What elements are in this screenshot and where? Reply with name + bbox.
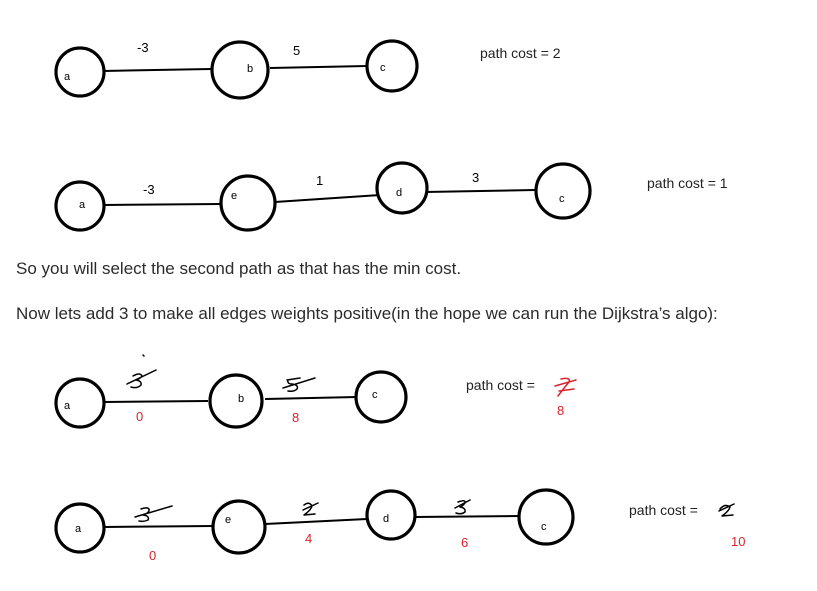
crossed-cost-scribble [554, 377, 577, 397]
new-weight-d-c: 6 [461, 535, 468, 550]
new-weight-e-d: 4 [305, 531, 312, 546]
explanation-line-2: Now lets add 3 to make all edges weights… [16, 304, 718, 323]
edge-a-b [102, 68, 212, 72]
node-c [354, 370, 408, 424]
node-b-label: b [247, 63, 253, 75]
weight-b-c: 5 [293, 43, 300, 58]
path-cost-3: path cost = [466, 377, 535, 393]
new-weight-a-b: 0 [136, 409, 143, 424]
new-path-cost-4: 10 [731, 534, 745, 549]
explanation-line-1: So you will select the second path as th… [16, 259, 462, 278]
edge-b-c [269, 65, 368, 69]
node-e-label: e [225, 514, 231, 526]
node-c-label: c [380, 62, 386, 74]
node-b [208, 373, 264, 429]
path-cost-2: path cost = 1 [647, 175, 728, 191]
node-a [54, 180, 106, 232]
node-c-label: c [541, 521, 547, 533]
weight-d-c: 3 [472, 170, 479, 185]
node-b-label: b [238, 393, 244, 405]
node-d-label: d [396, 187, 402, 199]
node-a [54, 377, 106, 429]
new-weight-b-c: 8 [292, 410, 299, 425]
graph-4: a e d c 0 4 6 path cost = 10 [54, 488, 745, 563]
weight-a-e: -3 [143, 182, 155, 197]
path-cost-1: path cost = 2 [480, 45, 561, 61]
new-weight-a-e: 0 [149, 548, 156, 563]
node-e [211, 499, 267, 555]
graph-3: a b c 0 8 path cost = 8 [54, 354, 577, 429]
crossed-weight-scribble [126, 354, 157, 389]
node-d [365, 489, 417, 541]
node-a-label: a [79, 199, 86, 211]
new-path-cost-3: 8 [557, 403, 564, 418]
crossed-weight-scribble [282, 377, 316, 392]
node-a-label: a [75, 523, 82, 535]
node-d [375, 161, 429, 215]
graph-2: a e d c -3 1 3 path cost = 1 [54, 161, 728, 232]
edge-d-c [413, 515, 522, 518]
edge-e-d [274, 194, 381, 203]
graph-1: a b c -3 5 path cost = 2 [54, 39, 561, 100]
edge-d-c [424, 189, 536, 193]
crossed-weight-scribble [454, 499, 471, 515]
edge-a-e [102, 525, 215, 528]
crossed-weight-scribble [134, 505, 173, 523]
node-c [517, 488, 575, 546]
node-d-label: d [383, 513, 389, 525]
edge-e-d [264, 518, 368, 525]
node-c-label: c [559, 193, 565, 205]
node-c [365, 39, 419, 93]
node-e-label: e [231, 190, 237, 202]
edge-b-c [264, 396, 358, 400]
node-a-label: a [64, 71, 71, 83]
weight-a-b: -3 [137, 40, 149, 55]
edge-a-b [102, 400, 209, 403]
crossed-weight-scribble [302, 502, 319, 516]
weight-e-d: 1 [316, 173, 323, 188]
node-c-label: c [372, 389, 378, 401]
node-a-label: a [64, 400, 71, 412]
node-c [534, 162, 592, 220]
edge-a-e [102, 203, 223, 206]
node-a [54, 502, 106, 554]
node-b [210, 40, 270, 100]
crossed-cost-scribble [718, 503, 735, 517]
node-e [219, 174, 277, 232]
path-cost-4: path cost = [629, 502, 698, 518]
node-a [54, 46, 106, 98]
